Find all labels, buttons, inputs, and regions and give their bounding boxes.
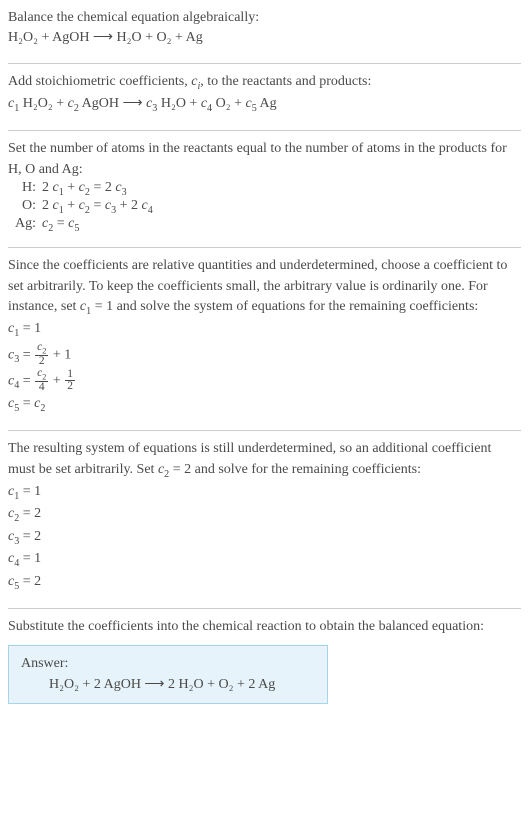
problem-text: Balance the chemical equation algebraica…	[8, 8, 521, 28]
solved-row: c3 = 2	[8, 527, 521, 549]
i: 2	[42, 372, 46, 381]
eq-c1: c1 = 1	[8, 319, 521, 341]
set-c2-text: The resulting system of equations is sti…	[8, 439, 521, 482]
i: 3	[122, 187, 127, 198]
i: 2	[42, 346, 46, 355]
eq: 2 c1 + c2 = c3 + 2 c4	[42, 198, 153, 216]
solved-row: c5 = 2	[8, 572, 521, 594]
section-set-c1: Since the coefficients are relative quan…	[8, 248, 521, 431]
eq-c4: c4 = c24 + 12	[8, 368, 521, 394]
txt: Add stoichiometric coefficients,	[8, 74, 191, 89]
t: + 2	[116, 198, 141, 213]
t: Ag	[257, 96, 277, 111]
t: =	[53, 216, 68, 231]
eq: =	[19, 347, 34, 362]
eq: =	[19, 396, 34, 411]
coeff-equation: c1 H₂O₂ + c2 AgOH ⟶ c3 H₂O + c4 O₂ + c5 …	[8, 94, 521, 116]
i: 4	[148, 205, 153, 216]
solved-row: c1 = 1	[8, 482, 521, 504]
atom-balance-text: Set the number of atoms in the reactants…	[8, 139, 521, 180]
section-atom-balance: Set the number of atoms in the reactants…	[8, 131, 521, 248]
t: H₂O₂ +	[19, 96, 67, 111]
t: =	[90, 198, 105, 213]
i: 5	[74, 222, 79, 233]
v: = 1	[19, 484, 41, 499]
balance-row-H: H: 2 c1 + c2 = 2 c3	[8, 180, 521, 198]
t: = 2	[90, 180, 115, 195]
tail: + 1	[49, 347, 71, 362]
t: = 2 and solve for the remaining coeffici…	[169, 462, 421, 477]
eq: =	[19, 373, 34, 388]
t: O₂ +	[212, 96, 245, 111]
t: 2	[42, 180, 53, 195]
v: = 1	[19, 321, 41, 336]
balanced-equation: H₂O₂ + 2 AgOH ⟶ 2 H₂O + O₂ + 2 Ag	[21, 676, 315, 693]
t: +	[64, 180, 79, 195]
t: AgOH ⟶	[79, 96, 146, 111]
balance-row-Ag: Ag: c2 = c5	[8, 216, 521, 234]
v: = 2	[19, 574, 41, 589]
fraction: c24	[35, 368, 48, 394]
fraction: 12	[65, 369, 75, 393]
plus: +	[49, 373, 64, 388]
v: = 1	[19, 551, 41, 566]
add-coeffs-text: Add stoichiometric coefficients, ci, to …	[8, 72, 521, 94]
i: 2	[40, 403, 45, 414]
v: = 2	[19, 529, 41, 544]
den: 4	[35, 382, 48, 393]
t: = 1 and solve the system of equations fo…	[91, 299, 478, 314]
fraction: c22	[35, 342, 48, 368]
solved-row: c2 = 2	[8, 504, 521, 526]
t: H₂O +	[157, 96, 201, 111]
eq-c3: c3 = c22 + 1	[8, 342, 521, 368]
t: +	[64, 198, 79, 213]
label: H:	[8, 180, 42, 196]
eq-c5: c5 = c2	[8, 394, 521, 416]
answer-box: Answer: H₂O₂ + 2 AgOH ⟶ 2 H₂O + O₂ + 2 A…	[8, 645, 328, 704]
section-set-c2: The resulting system of equations is sti…	[8, 431, 521, 609]
eq: 2 c1 + c2 = 2 c3	[42, 180, 127, 198]
v: = 2	[19, 506, 41, 521]
section-add-coeffs: Add stoichiometric coefficients, ci, to …	[8, 64, 521, 132]
answer-label: Answer:	[21, 656, 315, 672]
section-problem: Balance the chemical equation algebraica…	[8, 8, 521, 64]
balance-row-O: O: 2 c1 + c2 = c3 + 2 c4	[8, 198, 521, 216]
section-answer: Substitute the coefficients into the che…	[8, 609, 521, 704]
label: O:	[8, 198, 42, 214]
den: 2	[65, 381, 75, 392]
unbalanced-equation: H₂O₂ + AgOH ⟶ H₂O + O₂ + Ag	[8, 28, 521, 48]
txt: , to the reactants and products:	[200, 74, 371, 89]
set-c1-text: Since the coefficients are relative quan…	[8, 256, 521, 319]
substitute-text: Substitute the coefficients into the che…	[8, 617, 521, 637]
t: 2	[42, 198, 53, 213]
eq: c2 = c5	[42, 216, 79, 234]
solved-row: c4 = 1	[8, 549, 521, 571]
label: Ag:	[8, 216, 42, 232]
